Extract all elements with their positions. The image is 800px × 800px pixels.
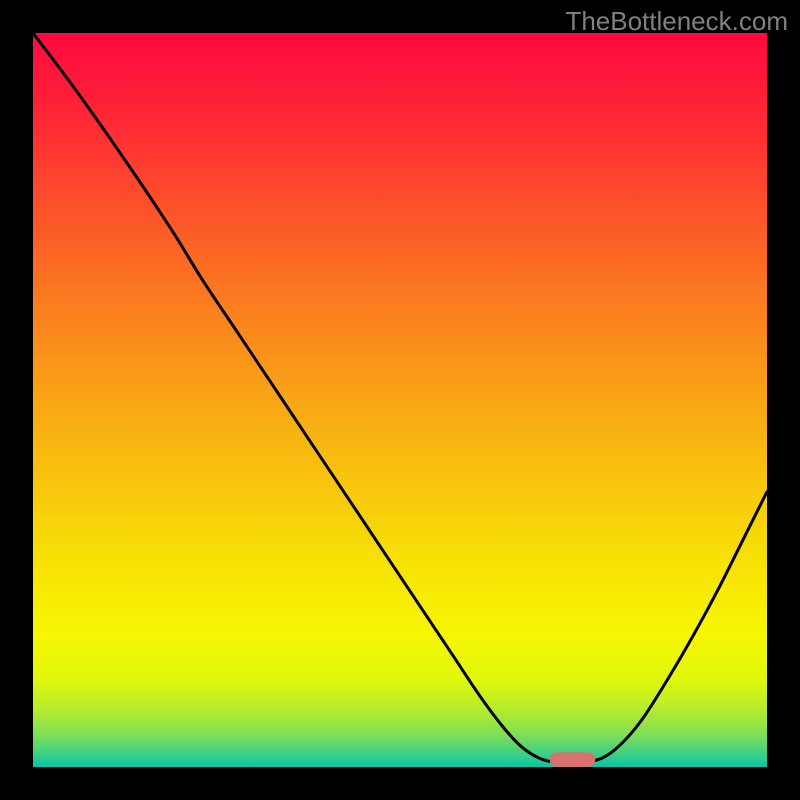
optimum-marker bbox=[550, 752, 596, 767]
gradient-background bbox=[33, 33, 767, 767]
bottleneck-chart bbox=[0, 0, 800, 800]
chart-container: TheBottleneck.com bbox=[0, 0, 800, 800]
watermark-text: TheBottleneck.com bbox=[565, 6, 788, 37]
